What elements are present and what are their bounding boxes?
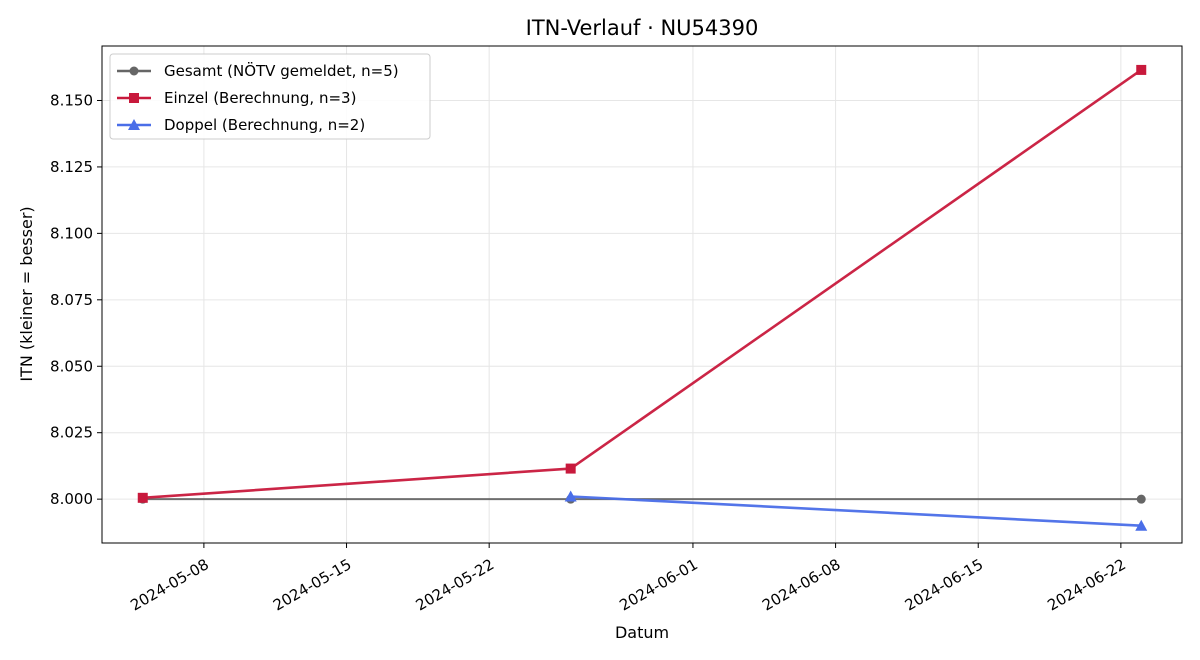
legend-item: Gesamt (NÖTV gemeldet, n=5): [117, 61, 399, 80]
y-tick-label: 8.075: [50, 291, 93, 309]
chart-title: ITN-Verlauf · NU54390: [526, 16, 759, 40]
y-axis-title: ITN (kleiner = besser): [17, 206, 36, 381]
legend-item: Doppel (Berechnung, n=2): [117, 116, 365, 134]
y-tick-label: 8.100: [50, 224, 93, 242]
legend-marker: [129, 66, 139, 76]
series-2: [137, 64, 1147, 503]
legend-item: Einzel (Berechnung, n=3): [117, 89, 356, 107]
series-3: [564, 490, 1148, 531]
y-tick-label: 8.025: [50, 424, 93, 442]
legend-label: Gesamt (NÖTV gemeldet, n=5): [164, 61, 399, 80]
legend-label: Einzel (Berechnung, n=3): [164, 89, 356, 107]
y-tick-label: 8.000: [50, 490, 93, 508]
data-point: [137, 492, 148, 503]
data-point: [564, 490, 577, 502]
data-point: [1136, 494, 1146, 504]
y-tick-label: 8.125: [50, 158, 93, 176]
legend-label: Doppel (Berechnung, n=2): [164, 116, 365, 134]
series-layer: [137, 64, 1148, 531]
legend-marker: [129, 93, 139, 103]
legend: Gesamt (NÖTV gemeldet, n=5) Einzel (Berec…: [109, 53, 431, 140]
legend-box: [109, 53, 431, 140]
data-point: [1135, 519, 1148, 531]
x-axis-title: Datum: [615, 623, 669, 642]
y-tick-label: 8.050: [50, 357, 93, 375]
plot-frame: [101, 45, 1183, 544]
data-point: [565, 463, 576, 474]
data-point: [1136, 64, 1147, 75]
legend-marker: [128, 119, 140, 130]
series-line: [570, 495, 1142, 528]
y-tick-label: 8.150: [50, 91, 93, 109]
